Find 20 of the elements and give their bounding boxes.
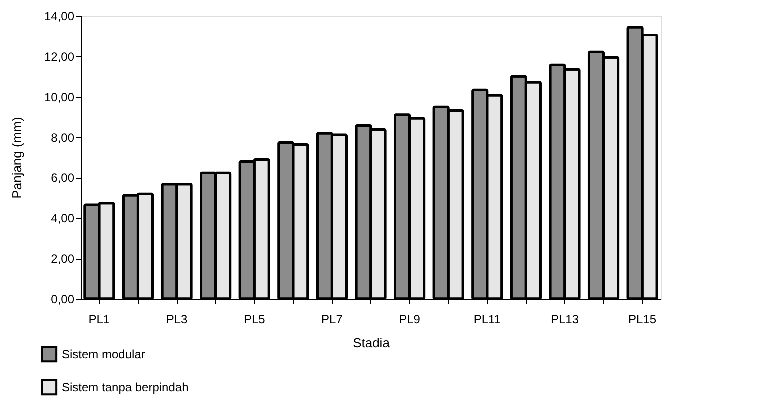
y-tick-label: 2,00 bbox=[51, 252, 75, 266]
x-tick-label: PL11 bbox=[474, 312, 502, 326]
y-tick-label: 0,00 bbox=[51, 292, 75, 306]
y-tick-label: 12,00 bbox=[44, 50, 75, 64]
y-tick-label: 10,00 bbox=[44, 90, 75, 104]
x-tick-label: PL9 bbox=[399, 312, 421, 326]
x-tick-label: PL5 bbox=[244, 312, 266, 326]
x-tick-label: PL13 bbox=[550, 312, 580, 326]
legend-label: Sistem modular bbox=[62, 348, 146, 362]
y-tick-label: 8,00 bbox=[51, 130, 75, 145]
x-tick-label: PL3 bbox=[166, 312, 188, 326]
x-axis-title: Stadia bbox=[353, 336, 391, 350]
y-tick-label: 6,00 bbox=[51, 171, 75, 186]
x-tick-label: PL1 bbox=[88, 312, 110, 326]
legend-label: Sistem tanpa berpindah bbox=[62, 380, 189, 394]
x-tick-label: PL15 bbox=[628, 312, 657, 326]
y-tick-label: 4,00 bbox=[51, 212, 75, 226]
x-tick-label: PL7 bbox=[322, 312, 344, 326]
y-axis-title: Panjang (mm) bbox=[9, 117, 24, 199]
y-tick-label: 14,00 bbox=[44, 10, 75, 24]
